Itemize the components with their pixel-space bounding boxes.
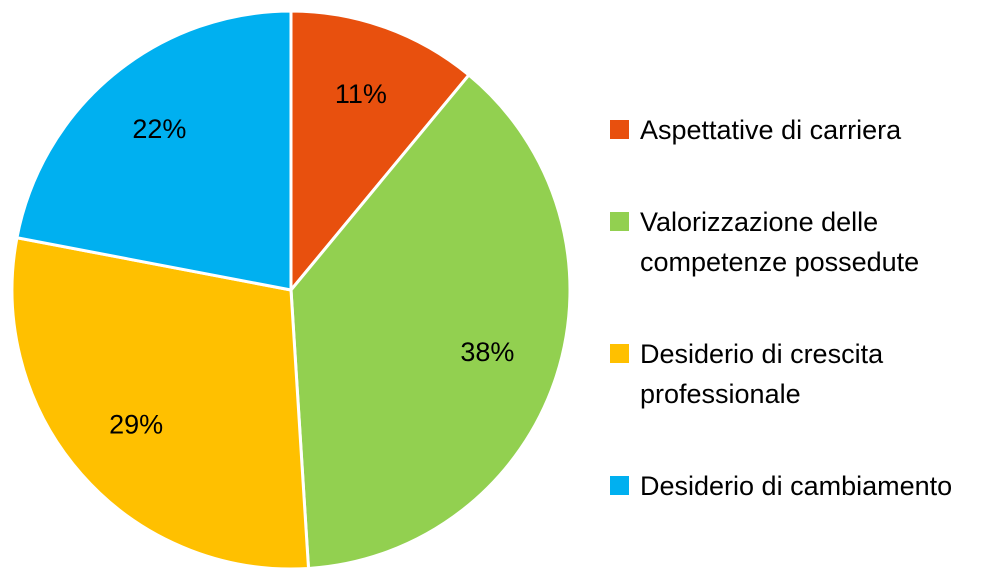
- legend-item: Aspettative di carriera: [610, 110, 955, 150]
- legend-label: Aspettative di carriera: [640, 115, 902, 145]
- slice-label: 29%: [109, 410, 163, 440]
- pie-slice: [10, 235, 311, 570]
- slice-label: 11%: [335, 79, 387, 109]
- legend-label: Desiderio di cambiamento: [640, 471, 953, 501]
- legend-swatch: [610, 344, 629, 363]
- pie-slice: [289, 9, 471, 295]
- pie-slice: [15, 9, 293, 292]
- chart: 11% 38% 29% 22%: [10, 9, 572, 570]
- legend-swatch: [610, 212, 629, 231]
- slice-label: 38%: [460, 337, 514, 367]
- legend-swatch: [610, 476, 629, 495]
- legend-item: Valorizzazione delle competenze possedut…: [610, 202, 955, 282]
- legend-swatch: [610, 120, 629, 139]
- legend-item: Desiderio di crescita professionale: [610, 334, 955, 414]
- legend: Aspettative di carriera Valorizzazione de…: [610, 110, 955, 506]
- legend-item: Desiderio di cambiamento: [610, 466, 955, 506]
- pie-slice: [289, 72, 572, 570]
- legend-label: Valorizzazione delle competenze possedut…: [640, 207, 920, 277]
- slice-label: 22%: [132, 114, 186, 144]
- legend-label: Desiderio di crescita professionale: [640, 339, 884, 409]
